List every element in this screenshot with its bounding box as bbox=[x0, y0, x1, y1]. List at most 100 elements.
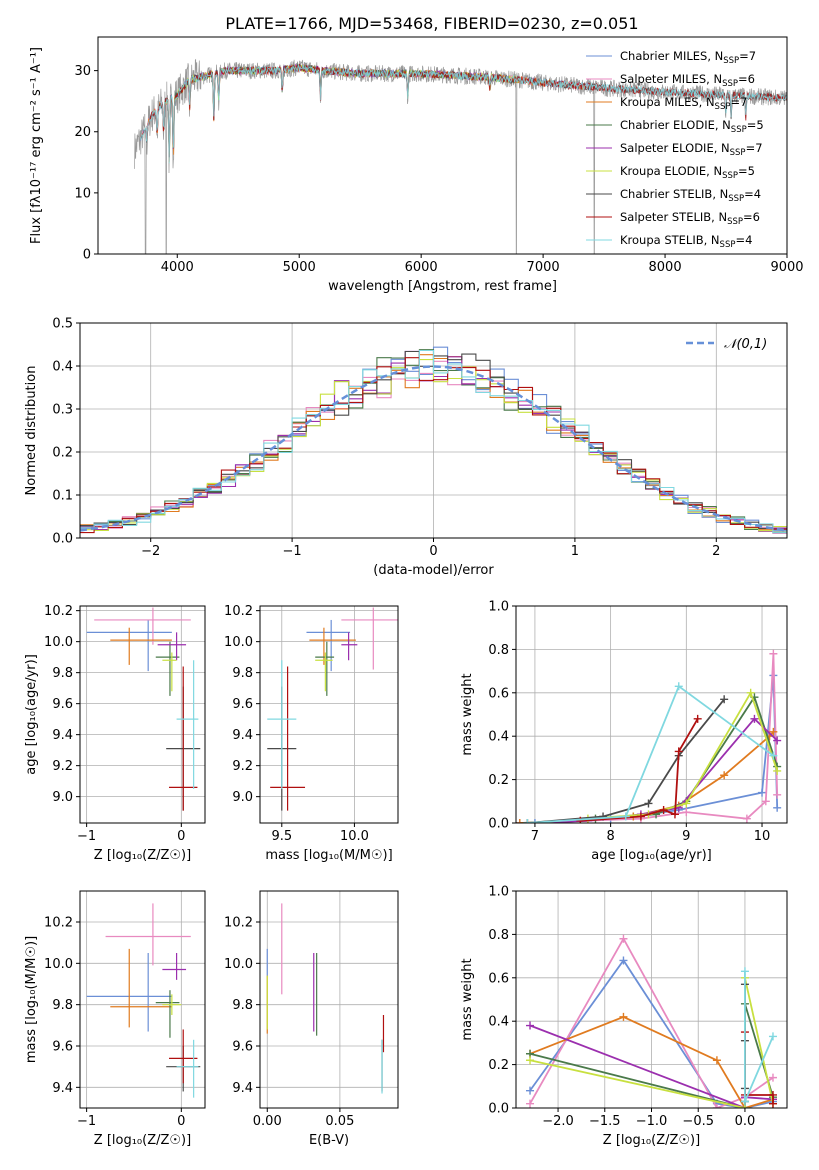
y-tick-label: 9.4 bbox=[232, 728, 253, 743]
axes-frame bbox=[259, 605, 399, 824]
y-tick-label: 0 bbox=[83, 248, 91, 263]
y-tick-label: 0.0 bbox=[488, 817, 509, 832]
plot-area bbox=[266, 903, 385, 1094]
weight-point-marker bbox=[619, 956, 628, 965]
panel-weight-vs-age: 7 8 9 10 0.0 0.2 0.4 0.6 0.8 1.0 age [log₁₀(age/yr… bbox=[460, 600, 788, 863]
weight-point-marker bbox=[768, 1099, 777, 1108]
panel-mass-vs-z: −1 0 9.4 9.6 9.8 10.0 10.2 Z [log₁₀(Z/Z☉)] mass … bbox=[24, 890, 206, 1148]
weight-point-marker bbox=[526, 1021, 535, 1030]
weight-series-line bbox=[529, 936, 774, 1108]
x-axis-label: mass [log₁₀(M/M☉)] bbox=[265, 848, 392, 863]
x-tick-label: 7000 bbox=[527, 260, 560, 275]
weight-series-line bbox=[580, 718, 699, 822]
x-tick-label: 6000 bbox=[405, 260, 438, 275]
x-tick-label: 0 bbox=[177, 829, 185, 844]
y-tick-label: 0.6 bbox=[488, 971, 509, 986]
axes-frame bbox=[259, 890, 399, 1109]
weight-point-marker bbox=[758, 788, 767, 797]
legend-entry: Kroupa ELODIE, NSSP=5 bbox=[620, 164, 755, 181]
x-tick-label: −0.5 bbox=[682, 1114, 714, 1129]
y-tick-label: 9.4 bbox=[52, 728, 73, 743]
x-axis-label: Z [log₁₀(Z/Z☉)] bbox=[603, 1133, 700, 1148]
x-tick-label: 10 bbox=[754, 829, 771, 844]
y-tick-label: 10.2 bbox=[44, 916, 73, 931]
legend-entry: Chabrier MILES, NSSP=7 bbox=[620, 49, 756, 66]
y-tick-label: 9.2 bbox=[52, 759, 73, 774]
x-tick-label: 0.0 bbox=[735, 1114, 756, 1129]
x-tick-label: 0.05 bbox=[325, 1114, 354, 1129]
weight-point-marker bbox=[769, 751, 778, 760]
weight-point-marker bbox=[576, 816, 585, 823]
legend-entry: Chabrier ELODIE, NSSP=5 bbox=[620, 118, 764, 135]
weight-point-marker bbox=[769, 727, 778, 736]
plot-area bbox=[516, 649, 782, 823]
x-tick-label: 2 bbox=[712, 544, 720, 559]
y-tick-label: 0.6 bbox=[488, 686, 509, 701]
x-tick-label: 9.5 bbox=[271, 829, 292, 844]
gaussian-curve bbox=[80, 365, 787, 532]
axes-frame bbox=[515, 890, 788, 1109]
y-tick-label: 9.8 bbox=[52, 998, 73, 1013]
weight-point-marker bbox=[682, 799, 691, 808]
x-tick-label: 0 bbox=[429, 544, 437, 559]
x-axis-label: age [log₁₀(age/yr)] bbox=[591, 848, 712, 863]
y-tick-label: 1.0 bbox=[488, 885, 509, 900]
y-tick-label: 10 bbox=[74, 186, 91, 201]
x-tick-label: 5000 bbox=[283, 260, 316, 275]
weight-point-marker bbox=[636, 812, 645, 821]
model-spectrum-line bbox=[140, 64, 787, 164]
weight-point-marker bbox=[619, 934, 628, 943]
legend-entry: Kroupa STELIB, NSSP=4 bbox=[620, 233, 752, 250]
weight-point-marker bbox=[769, 649, 778, 658]
weight-point-marker bbox=[750, 714, 759, 723]
weight-point-marker bbox=[768, 1032, 777, 1041]
legend-entry: Chabrier STELIB, NSSP=4 bbox=[620, 187, 761, 204]
y-tick-label: 0.4 bbox=[52, 360, 73, 375]
observed-spectrum-line bbox=[134, 58, 787, 254]
plot-area bbox=[134, 58, 787, 254]
weight-point-marker bbox=[768, 1090, 777, 1099]
weight-point-marker bbox=[516, 819, 524, 823]
weight-series-line bbox=[527, 698, 725, 823]
y-tick-label: 9.2 bbox=[232, 759, 253, 774]
y-tick-label: 9.8 bbox=[232, 998, 253, 1013]
weight-point-marker bbox=[523, 819, 532, 823]
y-axis-label: mass weight bbox=[460, 673, 475, 755]
residual-histogram bbox=[80, 357, 787, 534]
weight-point-marker bbox=[742, 814, 751, 823]
y-tick-label: 9.8 bbox=[232, 666, 253, 681]
y-tick-label: 0.2 bbox=[52, 446, 73, 461]
plot-area bbox=[267, 607, 398, 811]
panel-mass-vs-ebv: 0.00 0.05 9.4 9.6 9.8 10.0 10.2 E(B-V) bbox=[224, 890, 399, 1148]
legend-entry: Salpeter STELIB, NSSP=6 bbox=[620, 210, 760, 227]
y-tick-label: 9.0 bbox=[232, 790, 253, 805]
plot-area bbox=[80, 346, 787, 534]
x-tick-label: 8 bbox=[606, 829, 614, 844]
weight-point-marker bbox=[761, 797, 770, 806]
weight-point-marker bbox=[659, 805, 668, 814]
weight-point-marker bbox=[712, 1104, 721, 1108]
weight-point-marker bbox=[674, 682, 683, 691]
y-tick-label: 10.2 bbox=[224, 604, 253, 619]
x-axis-label: wavelength [Angstrom, rest frame] bbox=[328, 279, 557, 294]
panel-residuals: −2 −1 0 1 2 0.0 0.1 0.2 0.3 0.4 0.5 (data-model)/er… bbox=[24, 317, 788, 578]
legend-entry: Salpeter ELODIE, NSSP=7 bbox=[620, 141, 763, 158]
y-tick-label: 0.5 bbox=[52, 317, 73, 332]
y-tick-label: 10.0 bbox=[224, 957, 253, 972]
panel-age-vs-mass: 9.5 10.0 9.0 9.2 9.4 9.6 9.8 10.0 10.2 mass [log₁… bbox=[224, 604, 399, 863]
y-tick-label: 10.0 bbox=[44, 635, 73, 650]
x-tick-label: 7 bbox=[531, 829, 539, 844]
weight-series-line bbox=[519, 731, 775, 823]
y-tick-label: 0.4 bbox=[488, 1015, 509, 1030]
y-tick-label: 9.6 bbox=[232, 1040, 253, 1055]
axes-frame bbox=[515, 605, 788, 824]
x-axis-label: Z [log₁₀(Z/Z☉)] bbox=[94, 848, 191, 863]
weight-point-marker bbox=[693, 714, 702, 723]
y-tick-label: 0.3 bbox=[52, 403, 73, 418]
weight-point-marker bbox=[773, 790, 782, 799]
weight-series-line bbox=[527, 717, 778, 823]
y-tick-label: 1.0 bbox=[488, 600, 509, 615]
y-axis-label: Flux [fλ10⁻¹⁷ erg cm⁻² s⁻¹ A⁻¹] bbox=[29, 47, 44, 244]
x-tick-label: −2.0 bbox=[542, 1114, 574, 1129]
y-tick-label: 30 bbox=[74, 64, 91, 79]
